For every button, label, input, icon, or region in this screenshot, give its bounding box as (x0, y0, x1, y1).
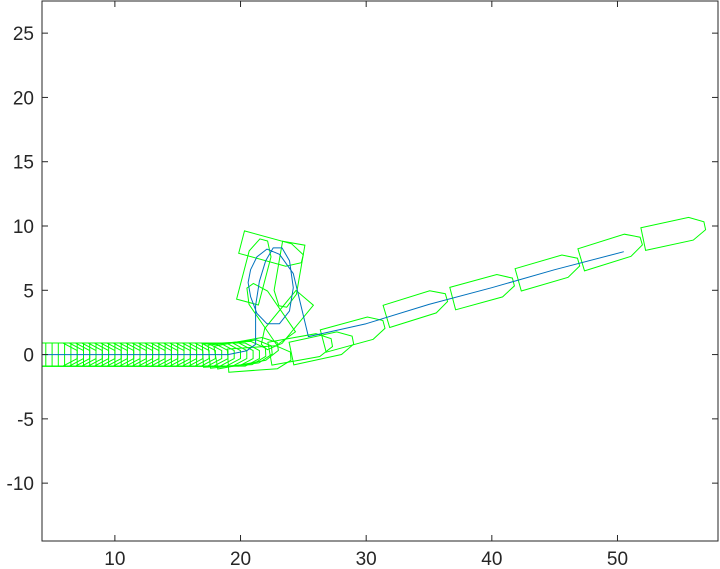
vehicle-outlines-layer (42, 216, 707, 373)
vehicle-outline-32 (213, 336, 279, 370)
vehicle-outline-46 (640, 216, 707, 251)
vehicle-outline-44 (514, 254, 581, 292)
vehicle-outline-38 (260, 289, 315, 351)
path-line-layer (42, 247, 624, 356)
x-tick-label: 10 (104, 549, 125, 569)
vehicle-outline-35 (235, 238, 272, 306)
x-tick-label: 50 (607, 549, 628, 569)
y-tick-label: 0 (23, 346, 34, 367)
y-tick-label: -5 (17, 410, 34, 431)
vehicle-outline-45 (577, 233, 643, 272)
y-tick-label: 15 (13, 153, 34, 174)
vehicle-outline-42 (382, 290, 449, 329)
vehicle-outline-36 (238, 230, 304, 267)
vehicle-outline-29 (196, 342, 260, 367)
vehicle-outline-39 (267, 333, 334, 366)
x-tick-label: 40 (481, 549, 502, 569)
x-tick-label: 20 (230, 549, 251, 569)
y-tick-label: 5 (23, 281, 34, 302)
vehicle-outline-33 (226, 345, 292, 373)
vehicle-outline-41 (319, 316, 386, 353)
y-tick-label: 10 (13, 217, 34, 238)
vehicle-outline-37 (273, 240, 306, 308)
axis-ticks-layer: 10 20 30 40 50 -10 -5 0 5 10 15 20 25 (7, 1, 718, 569)
y-tick-label: 20 (13, 88, 34, 109)
y-tick-label: -10 (7, 474, 34, 495)
vehicle-outline-43 (449, 273, 515, 311)
plot-area-frame (41, 0, 719, 542)
vehicle-outline-40 (288, 331, 355, 366)
y-tick-label: 25 (13, 24, 34, 45)
path-line (42, 247, 624, 356)
x-tick-label: 30 (356, 549, 377, 569)
